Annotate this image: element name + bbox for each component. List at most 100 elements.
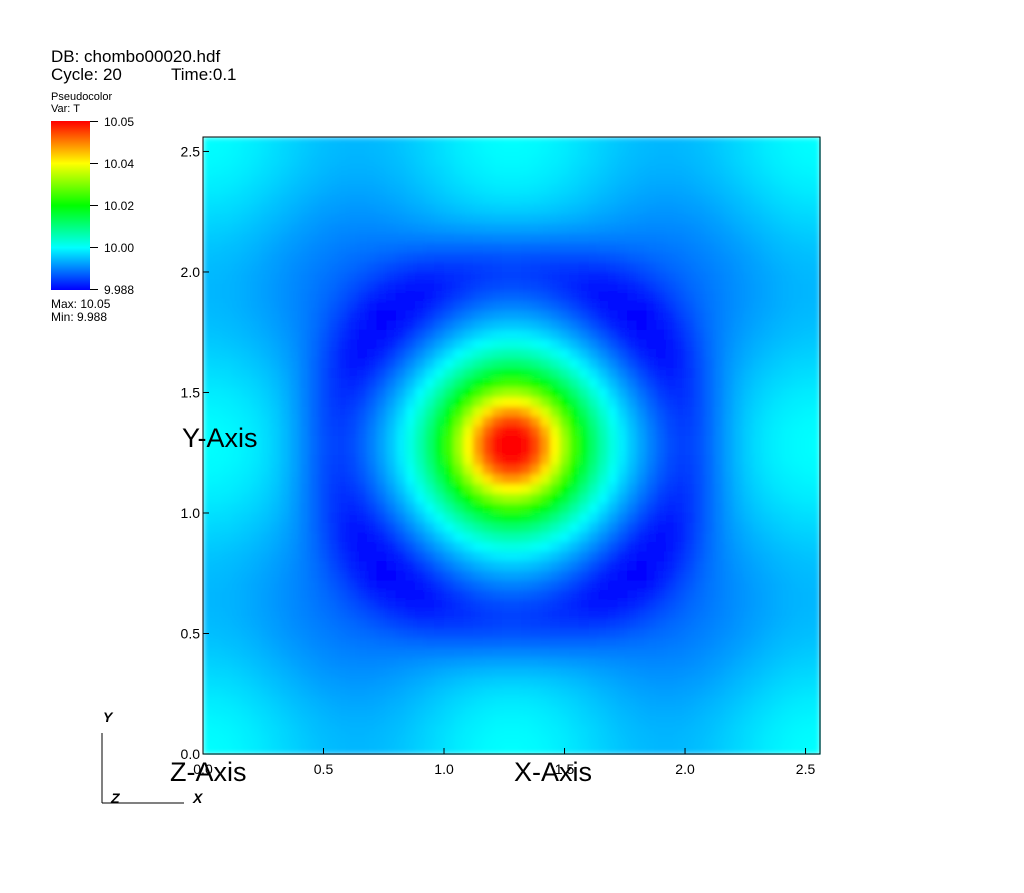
- heatmap-cell: [723, 271, 734, 283]
- heatmap-cell: [733, 455, 744, 466]
- heatmap-cell: [328, 320, 339, 331]
- heatmap-cell: [251, 570, 262, 582]
- heatmap-cell: [415, 744, 426, 755]
- heatmap-cell: [704, 445, 715, 456]
- heatmap-cell: [424, 686, 435, 697]
- heatmap-cell: [270, 406, 281, 418]
- heatmap-cell: [222, 628, 233, 639]
- heatmap-cell: [270, 676, 281, 688]
- heatmap-cell: [781, 455, 792, 466]
- heatmap-cell: [733, 406, 744, 418]
- heatmap-cell: [212, 243, 223, 254]
- heatmap-cell: [318, 252, 329, 263]
- heatmap-cell: [742, 233, 754, 244]
- heatmap-cell: [810, 156, 821, 167]
- heatmap-cell: [511, 243, 522, 254]
- heatmap-cell: [617, 445, 628, 456]
- heatmap-cell: [559, 300, 570, 312]
- heatmap-cell: [598, 580, 609, 591]
- heatmap-cell: [704, 561, 715, 572]
- heatmap-cell: [299, 734, 310, 745]
- heatmap-cell: [752, 281, 763, 292]
- heatmap-cell: [241, 137, 252, 148]
- heatmap-cell: [521, 744, 532, 755]
- heatmap-cell: [675, 204, 686, 215]
- heatmap-cell: [762, 667, 773, 678]
- heatmap-cell: [270, 705, 281, 717]
- heatmap-cell: [569, 214, 580, 225]
- heatmap-cell: [588, 146, 599, 157]
- heatmap-cell: [511, 734, 522, 745]
- heatmap-cell: [511, 686, 522, 697]
- heatmap-cell: [762, 522, 773, 533]
- heatmap-cell: [675, 696, 686, 707]
- heatmap-cell: [415, 570, 426, 582]
- heatmap-cell: [733, 243, 744, 254]
- heatmap-cell: [501, 561, 513, 572]
- heatmap-cell: [530, 493, 542, 504]
- heatmap-cell: [685, 541, 696, 553]
- heatmap-cell: [646, 320, 657, 331]
- heatmap-cell: [337, 570, 349, 582]
- heatmap-cell: [482, 387, 493, 398]
- heatmap-cell: [357, 647, 368, 659]
- heatmap-cell: [627, 561, 638, 572]
- heatmap-cell: [463, 387, 474, 398]
- heatmap-cell: [800, 561, 811, 572]
- heatmap-cell: [771, 561, 783, 572]
- heatmap-cell: [376, 464, 387, 476]
- heatmap-cell: [415, 455, 426, 466]
- heatmap-cell: [578, 464, 590, 476]
- heatmap-cell: [289, 609, 301, 620]
- heatmap-cell: [386, 233, 397, 244]
- heatmap-cell: [781, 532, 792, 543]
- heatmap-cell: [646, 175, 657, 186]
- heatmap-cell: [578, 676, 590, 688]
- heatmap-cell: [656, 378, 667, 389]
- heatmap-cell: [521, 281, 532, 292]
- heatmap-cell: [337, 416, 349, 427]
- heatmap-cell: [280, 281, 291, 292]
- heatmap-cell: [251, 541, 262, 553]
- heatmap-cell: [530, 137, 542, 148]
- heatmap-cell: [713, 378, 725, 389]
- heatmap-cell: [742, 368, 754, 379]
- heatmap-cell: [395, 223, 407, 235]
- heatmap-cell: [280, 214, 291, 225]
- heatmap-cell: [318, 387, 329, 398]
- heatmap-cell: [222, 445, 233, 456]
- heatmap-cell: [337, 599, 349, 610]
- heatmap-cell: [424, 387, 435, 398]
- heatmap-cell: [251, 146, 262, 157]
- heatmap-cell: [347, 397, 358, 408]
- heatmap-cell: [203, 397, 214, 408]
- heatmap-cell: [289, 378, 301, 389]
- heatmap-cell: [578, 175, 590, 186]
- heatmap-cell: [540, 204, 551, 215]
- heatmap-cell: [501, 156, 513, 167]
- y-axis-ticks: 0.00.51.01.52.02.5: [181, 143, 209, 762]
- heatmap-cell: [501, 204, 513, 215]
- heatmap-cell: [685, 185, 696, 196]
- heatmap-cell: [231, 406, 243, 418]
- heatmap-cell: [376, 300, 387, 312]
- heatmap-cell: [733, 378, 744, 389]
- heatmap-cell: [656, 628, 667, 639]
- heatmap-cell: [386, 628, 397, 639]
- heatmap-cell: [598, 445, 609, 456]
- heatmap-cell: [357, 320, 368, 331]
- heatmap-cell: [472, 725, 484, 736]
- heatmap-cell: [251, 599, 262, 610]
- heatmap-cell: [521, 647, 532, 659]
- heatmap-cell: [771, 339, 783, 350]
- heatmap-cell: [289, 570, 301, 582]
- heatmap-cell: [482, 474, 493, 485]
- heatmap-cell: [540, 426, 551, 437]
- heatmap-cell: [530, 368, 542, 379]
- heatmap-cell: [742, 426, 754, 437]
- heatmap-cell: [511, 657, 522, 668]
- heatmap-cell: [762, 378, 773, 389]
- heatmap-cell: [733, 532, 744, 543]
- heatmap-cell: [617, 657, 628, 668]
